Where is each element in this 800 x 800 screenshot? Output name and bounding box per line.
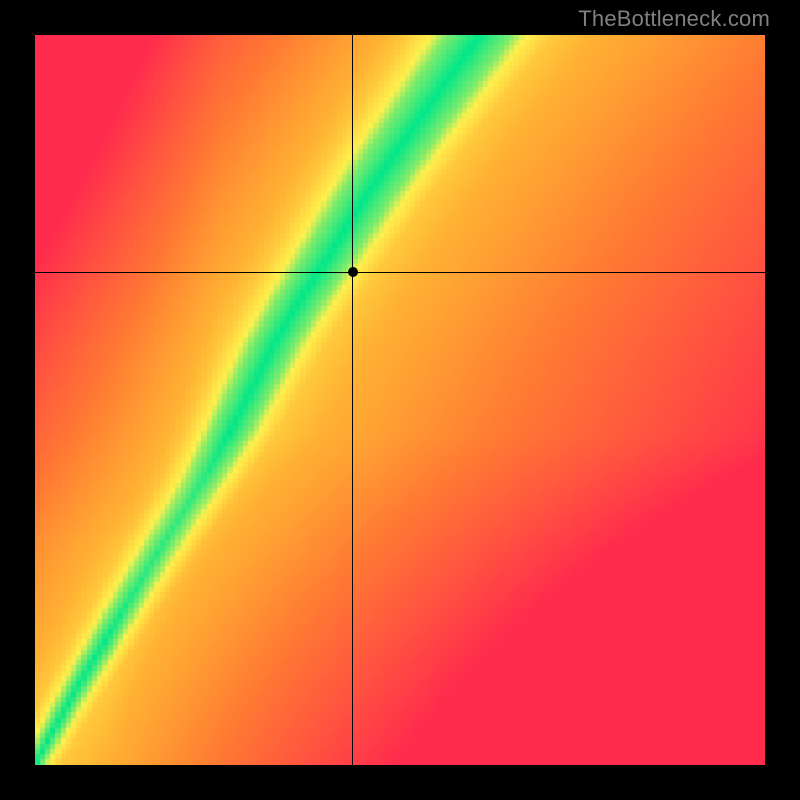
crosshair-horizontal bbox=[35, 272, 765, 273]
watermark-text: TheBottleneck.com bbox=[578, 6, 770, 32]
data-point-marker bbox=[348, 267, 358, 277]
heatmap-plot bbox=[35, 35, 765, 765]
heatmap-canvas bbox=[35, 35, 765, 765]
chart-container: TheBottleneck.com bbox=[0, 0, 800, 800]
crosshair-vertical bbox=[352, 35, 353, 765]
